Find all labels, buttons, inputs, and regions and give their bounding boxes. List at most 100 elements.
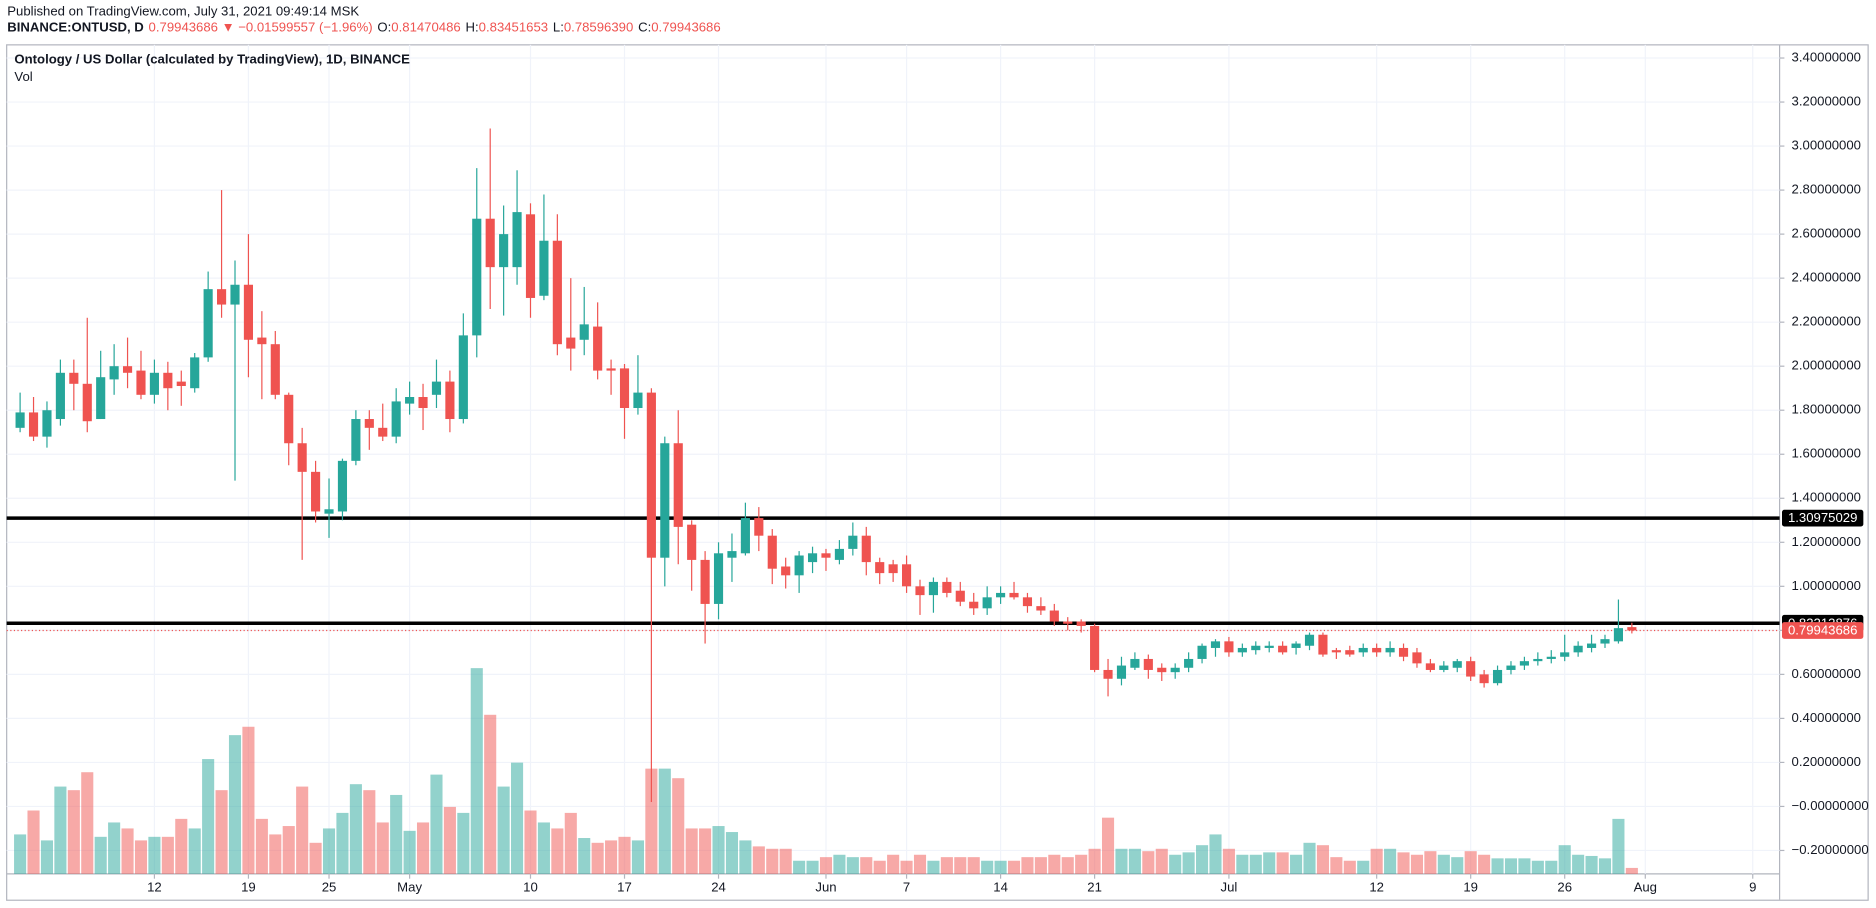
- volume-bar: [1303, 842, 1316, 874]
- candle-body: [1157, 667, 1167, 673]
- x-tick-label: 19: [1463, 880, 1478, 895]
- volume-bar: [860, 857, 873, 874]
- candle-body: [136, 370, 146, 395]
- volume-bar: [1276, 852, 1289, 874]
- volume-bar: [873, 860, 886, 874]
- candle-body: [163, 372, 173, 389]
- volume-bar: [175, 818, 188, 874]
- volume-bar: [766, 848, 779, 874]
- candle-body: [713, 553, 724, 604]
- volume-bar: [457, 812, 470, 874]
- x-tick-label: Jun: [815, 880, 836, 895]
- volume-bar: [1196, 845, 1209, 874]
- volume-bar: [242, 726, 255, 874]
- x-tick-label: Aug: [1634, 880, 1657, 895]
- volume-label: Vol: [14, 69, 32, 84]
- candle-body: [821, 553, 831, 558]
- high-label: H:: [466, 20, 479, 35]
- candle-body: [915, 586, 925, 596]
- volume-bar: [54, 786, 67, 874]
- volume-bar: [672, 778, 685, 874]
- volume-bar: [1598, 858, 1612, 874]
- volume-bar: [900, 860, 913, 874]
- candle-body: [1398, 647, 1409, 657]
- candle-body: [1049, 610, 1059, 622]
- candle-body: [243, 284, 254, 340]
- candle-body: [284, 394, 294, 444]
- candle-body: [1036, 606, 1046, 611]
- candle-body: [619, 368, 630, 409]
- candle-body: [1022, 597, 1033, 607]
- volume-bar: [1558, 845, 1571, 874]
- x-tick-label: 26: [1557, 880, 1572, 895]
- volume-bar: [1384, 848, 1397, 874]
- volume-bar: [806, 860, 819, 874]
- y-tick-label: 1.00000000: [1792, 578, 1861, 593]
- open-label: O:: [377, 20, 391, 35]
- candle-body: [1103, 669, 1113, 679]
- change-arrow: ▼: [222, 20, 235, 35]
- candle-body: [754, 518, 764, 536]
- volume-bar: [27, 810, 40, 874]
- volume-bar: [228, 735, 242, 874]
- volume-bar: [819, 857, 833, 874]
- x-tick-label: 25: [322, 880, 337, 895]
- volume-bar: [94, 836, 107, 874]
- volume-bar: [148, 836, 161, 874]
- y-tick-label: 2.60000000: [1792, 226, 1861, 241]
- volume-bar: [322, 828, 336, 874]
- candle-body: [1224, 641, 1234, 653]
- volume-bar: [1155, 848, 1168, 874]
- candle-body: [848, 535, 858, 549]
- candle-body: [1573, 645, 1583, 653]
- candle-body: [28, 412, 39, 437]
- volume-bar: [1236, 854, 1249, 874]
- candle-body: [1345, 650, 1355, 655]
- volume-bar: [1397, 852, 1410, 874]
- candle-body: [1600, 639, 1610, 644]
- volume-bar: [443, 806, 456, 874]
- open-value: 0.81470486: [391, 20, 460, 35]
- volume-bar: [484, 714, 497, 874]
- volume-bar: [954, 857, 967, 874]
- volume-bar: [40, 840, 54, 874]
- volume-bar: [269, 834, 282, 874]
- candle-body: [794, 555, 804, 576]
- x-tick-label: 21: [1087, 880, 1102, 895]
- volume-bar: [846, 857, 859, 874]
- high-value: 0.83451653: [479, 20, 548, 35]
- volume-bar: [1545, 860, 1558, 874]
- candle-body: [203, 289, 213, 358]
- volume-bar: [1290, 854, 1303, 874]
- x-tick-label: 19: [241, 880, 256, 895]
- x-tick-label: 12: [1369, 880, 1384, 895]
- candle-body: [418, 397, 428, 409]
- y-tick-label: 2.20000000: [1792, 314, 1861, 329]
- y-tick-label: 1.80000000: [1792, 402, 1861, 417]
- volume-bar: [725, 832, 739, 874]
- volume-bar: [631, 840, 644, 874]
- candle-body: [1116, 665, 1127, 679]
- volume-bar: [121, 828, 134, 874]
- volume-bar: [833, 854, 846, 874]
- candle-body: [1533, 658, 1543, 662]
- volume-bar: [887, 854, 900, 874]
- y-tick-label: 3.40000000: [1792, 49, 1861, 64]
- candle-body: [512, 212, 522, 268]
- volume-bar: [1142, 851, 1155, 874]
- volume-bar: [1316, 845, 1329, 874]
- candle-body: [646, 392, 656, 558]
- y-tick-label: 2.40000000: [1792, 270, 1861, 285]
- volume-bar: [282, 826, 295, 874]
- volume-bar: [967, 857, 980, 874]
- candle-body: [552, 240, 562, 345]
- x-tick-label: 10: [523, 880, 538, 895]
- candle-body: [15, 412, 25, 428]
- volume-bar: [1021, 857, 1034, 874]
- level-label-box: [1781, 622, 1864, 639]
- volume-bar: [215, 790, 228, 874]
- y-tick-label: 2.80000000: [1792, 182, 1861, 197]
- candle-body: [633, 392, 643, 409]
- volume-bar: [81, 772, 94, 874]
